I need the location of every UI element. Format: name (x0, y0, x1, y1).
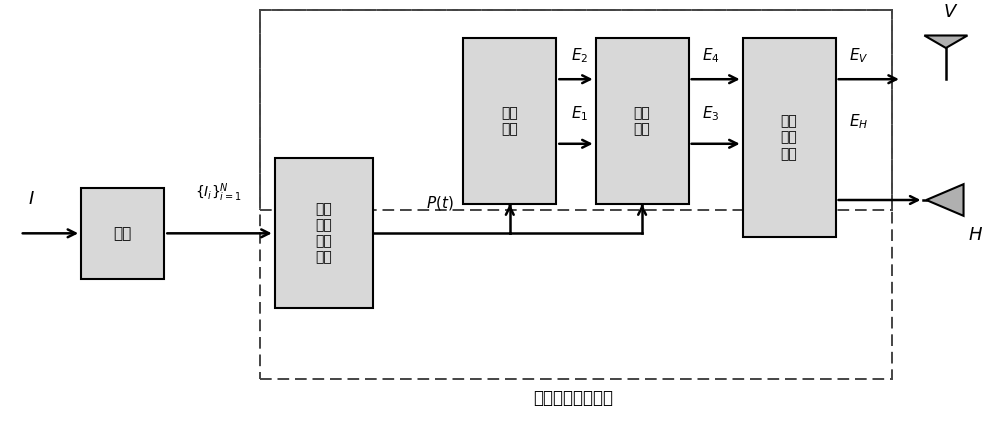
Bar (596, 37, 689, 204)
Text: $\{I_i\}_{i=1}^N$: $\{I_i\}_{i=1}^N$ (195, 181, 242, 204)
Text: 射频
处理
单元: 射频 处理 单元 (781, 114, 797, 161)
Text: $E_H$: $E_H$ (849, 113, 868, 131)
Text: 连续
极化
状态
映射: 连续 极化 状态 映射 (315, 202, 332, 265)
Text: 功分
网络: 功分 网络 (501, 106, 518, 136)
Text: $H$: $H$ (968, 227, 983, 244)
Text: 连续极化调制单元: 连续极化调制单元 (534, 389, 614, 407)
Text: 移相
网络: 移相 网络 (634, 106, 650, 136)
Bar (260, 11, 892, 379)
Text: 编码: 编码 (114, 226, 132, 241)
Bar (275, 159, 373, 308)
Bar (463, 37, 556, 204)
Bar (743, 37, 836, 238)
Polygon shape (926, 184, 964, 216)
Text: $E_4$: $E_4$ (702, 46, 720, 65)
Text: $E_1$: $E_1$ (571, 104, 588, 123)
Text: $E_3$: $E_3$ (702, 104, 719, 123)
Bar (81, 187, 164, 279)
Text: $E_2$: $E_2$ (571, 46, 588, 65)
Text: $P(t)$: $P(t)$ (426, 195, 454, 212)
Text: $V$: $V$ (943, 3, 958, 21)
Text: $I$: $I$ (28, 190, 35, 207)
Polygon shape (924, 36, 967, 48)
Bar (260, 11, 892, 210)
Text: $E_V$: $E_V$ (849, 46, 868, 65)
